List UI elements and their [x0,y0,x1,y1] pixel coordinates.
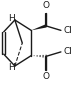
Polygon shape [31,24,46,30]
Text: H: H [8,63,15,72]
Text: O: O [43,1,50,10]
Text: Cl: Cl [64,47,73,56]
Text: O: O [43,72,50,81]
Text: Cl: Cl [64,26,73,35]
Text: H: H [8,14,15,23]
